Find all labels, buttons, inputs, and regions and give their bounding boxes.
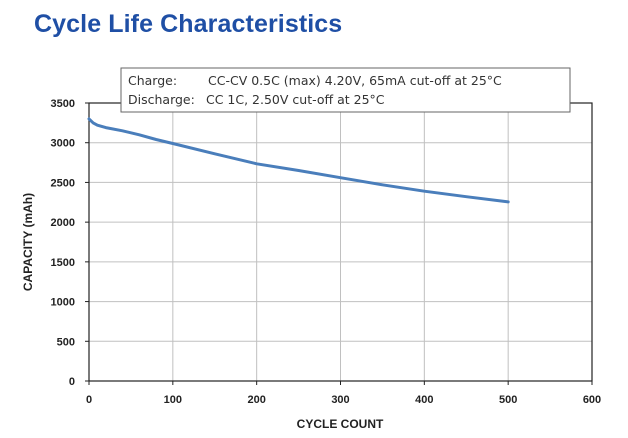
x-axis-label: CYCLE COUNT xyxy=(297,417,384,431)
annotation-charge-label: Charge: xyxy=(128,73,177,88)
y-tick-label: 0 xyxy=(69,376,75,388)
series-group xyxy=(87,117,510,204)
y-tick-label: 3000 xyxy=(51,138,75,150)
x-tick-label: 300 xyxy=(331,394,349,406)
y-tick-label: 3500 xyxy=(51,98,75,110)
y-axis-label: CAPACITY (mAh) xyxy=(21,193,35,291)
grid-lines xyxy=(89,103,592,381)
annotation-discharge-label: Discharge: xyxy=(128,92,195,107)
x-tick-label: 100 xyxy=(164,394,182,406)
annotation-charge-value: CC-CV 0.5C (max) 4.20V, 65mA cut-off at … xyxy=(208,73,502,88)
capacity-series-line xyxy=(87,117,510,204)
y-tick-label: 1500 xyxy=(51,257,75,269)
page-title: Cycle Life Characteristics xyxy=(34,10,343,38)
x-tick-label: 500 xyxy=(499,394,517,406)
annotation-discharge-value: CC 1C, 2.50V cut-off at 25°C xyxy=(206,92,385,107)
y-tick-label: 500 xyxy=(57,336,75,348)
x-tick-label: 0 xyxy=(86,394,92,406)
x-tick-label: 400 xyxy=(415,394,433,406)
axis-ticks: 0 100 200 300 400 500 600 0 500 1000 1500 2000 2500 3… xyxy=(51,98,602,406)
x-tick-label: 600 xyxy=(583,394,601,406)
x-tick-label: 200 xyxy=(247,394,265,406)
y-tick-label: 2000 xyxy=(51,217,75,229)
annotation-box xyxy=(120,67,571,113)
y-tick-label: 2500 xyxy=(51,177,75,189)
y-tick-label: 1000 xyxy=(51,297,75,309)
